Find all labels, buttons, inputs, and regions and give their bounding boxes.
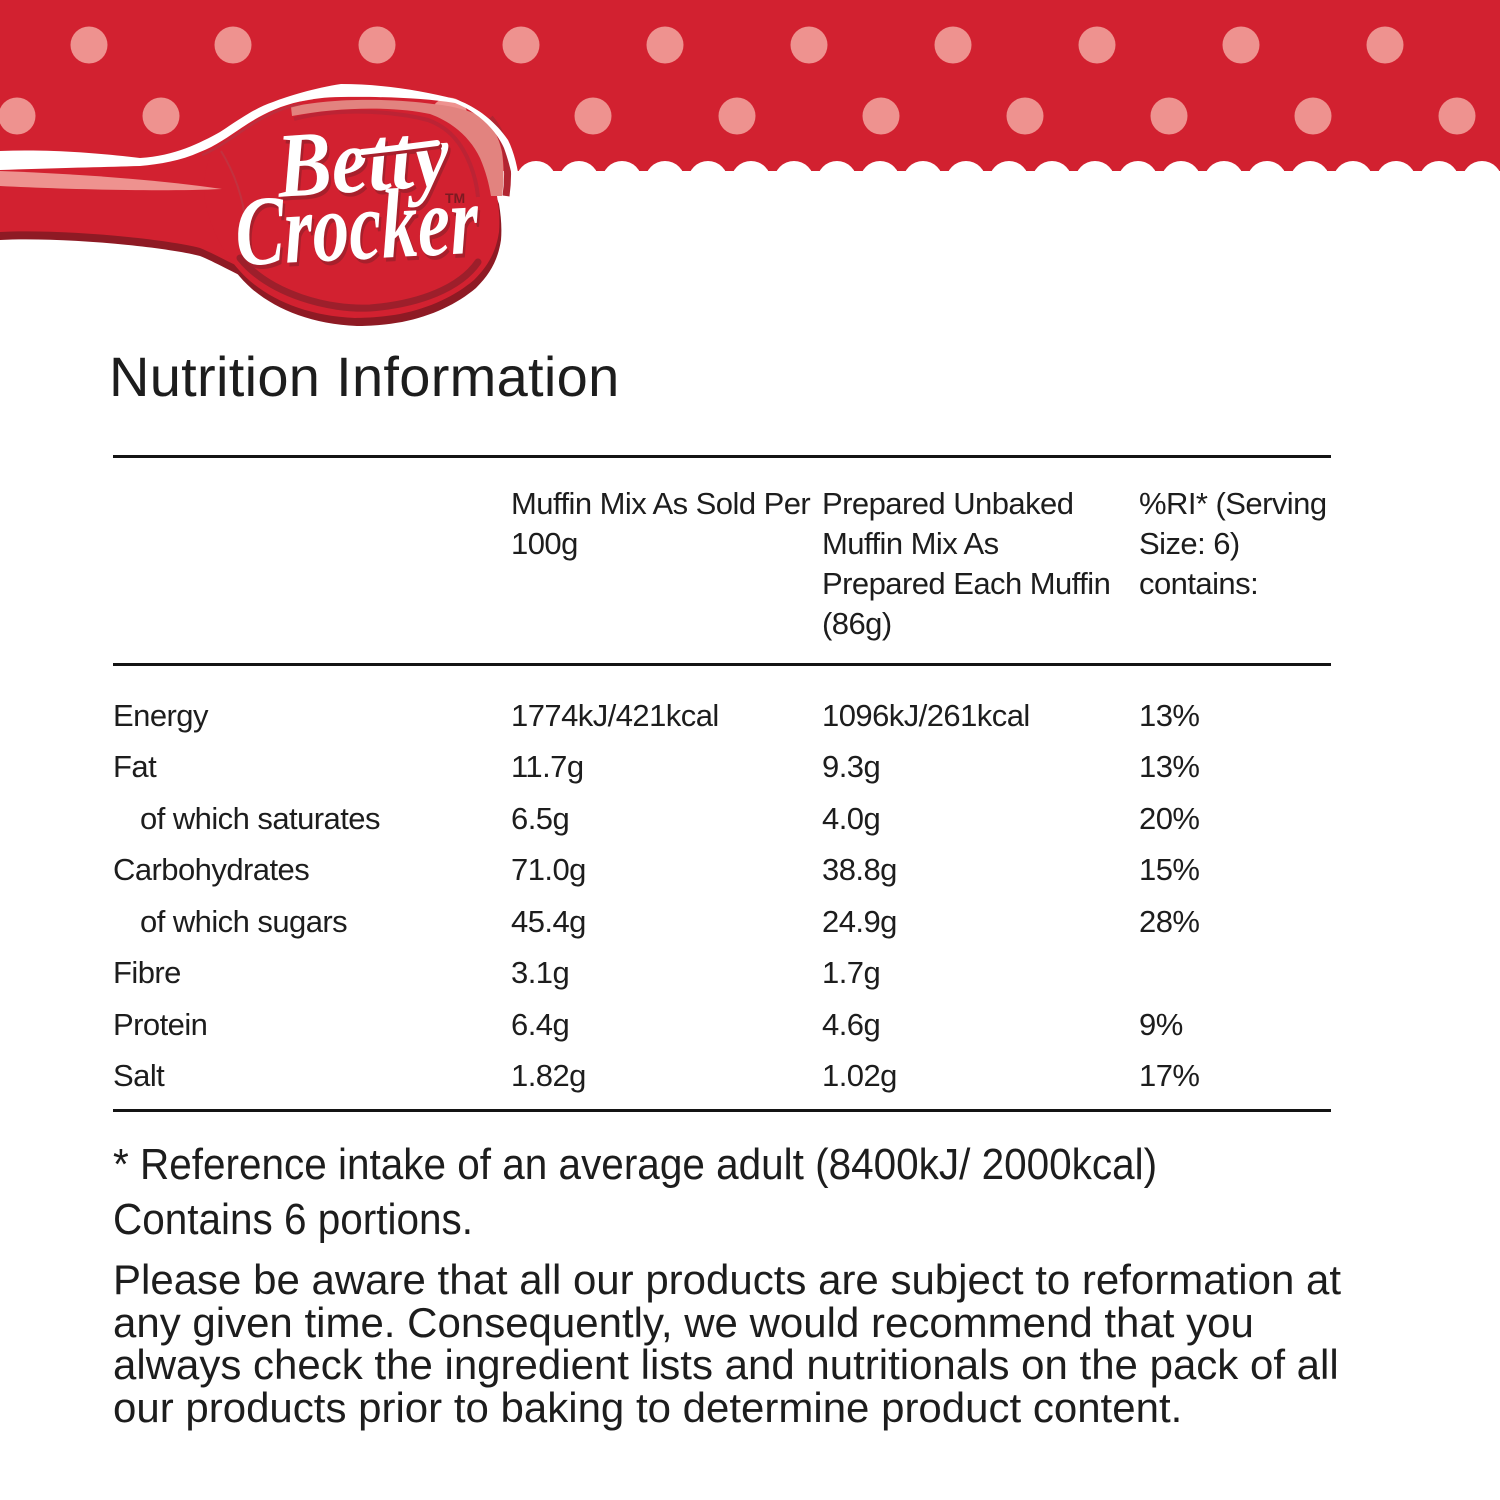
svg-text:TM: TM	[445, 190, 465, 206]
svg-text:Crocker: Crocker	[233, 166, 482, 288]
svg-text:Crocker: Crocker	[235, 170, 484, 292]
svg-text:Betty: Betty	[273, 103, 454, 217]
svg-text:Betty: Betty	[275, 107, 456, 221]
